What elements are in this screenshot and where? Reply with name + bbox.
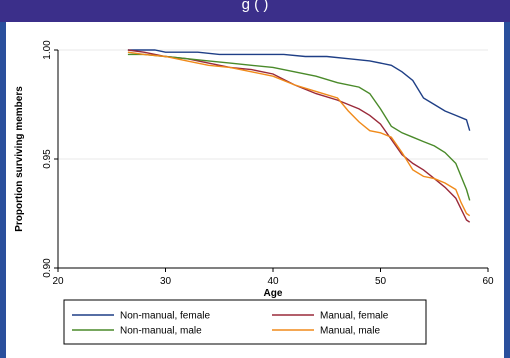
y-tick-label: 0.90 xyxy=(42,258,53,278)
series-line-1 xyxy=(127,49,471,223)
y-tick-label: 1.00 xyxy=(42,40,53,60)
survival-chart: 0.90 0.95 1.00 20 30 40 50 60 Proportion surviv… xyxy=(6,22,504,358)
x-tick-label: 40 xyxy=(267,276,279,287)
chart-panel: 0.90 0.95 1.00 20 30 40 50 60 Proportion surviv… xyxy=(6,22,504,358)
legend-label-3: Manual, male xyxy=(320,326,380,337)
x-tick-label: 60 xyxy=(482,276,494,287)
x-tick-label: 50 xyxy=(375,276,387,287)
series-line-0 xyxy=(127,49,471,131)
legend-label-1: Manual, female xyxy=(320,311,389,322)
legend-label-0: Non-manual, female xyxy=(120,311,210,322)
y-tick-label: 0.95 xyxy=(42,149,53,169)
y-axis-title: Proportion surviving members xyxy=(14,86,25,232)
legend-label-2: Non-manual, male xyxy=(120,326,202,337)
series-lines xyxy=(127,49,471,223)
series-line-3 xyxy=(127,51,471,217)
x-axis-title: Age xyxy=(264,288,283,299)
axes: 0.90 0.95 1.00 20 30 40 50 60 xyxy=(42,40,494,287)
legend-box xyxy=(63,299,427,345)
window-title-strip: g ( ) xyxy=(0,0,510,22)
series-line-2 xyxy=(127,53,471,201)
window-title-text: g ( ) xyxy=(241,0,269,13)
x-tick-label: 20 xyxy=(52,276,64,287)
legend: Non-manual, female Manual, female Non-manu… xyxy=(63,299,427,345)
x-tick-label: 30 xyxy=(160,276,172,287)
